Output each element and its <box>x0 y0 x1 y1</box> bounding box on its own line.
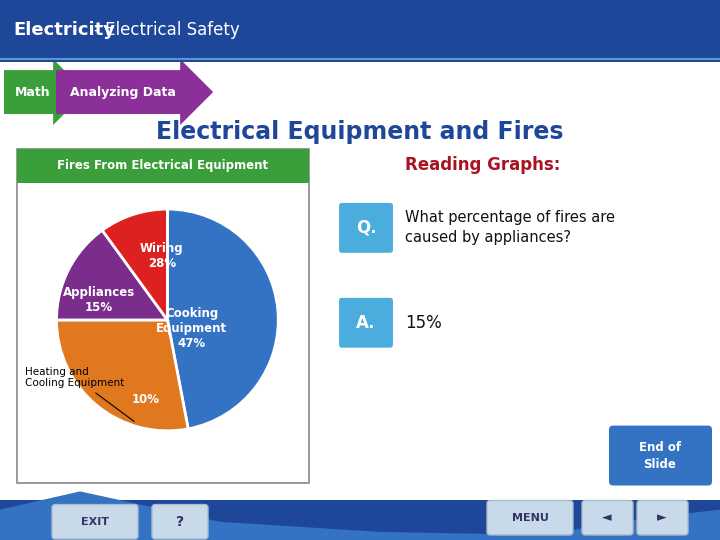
FancyBboxPatch shape <box>152 504 208 539</box>
Text: Q.: Q. <box>356 219 377 237</box>
Text: ◄: ◄ <box>602 511 612 524</box>
Wedge shape <box>57 320 188 431</box>
Text: ►: ► <box>657 511 667 524</box>
Wedge shape <box>57 230 167 320</box>
Text: MENU: MENU <box>512 512 549 523</box>
Text: - Electrical Safety: - Electrical Safety <box>94 21 239 39</box>
Text: Wiring
28%: Wiring 28% <box>140 241 184 269</box>
Text: EXIT: EXIT <box>81 517 109 527</box>
FancyBboxPatch shape <box>338 297 394 349</box>
FancyBboxPatch shape <box>609 426 712 485</box>
Text: Cooking
Equipment
47%: Cooking Equipment 47% <box>156 307 228 350</box>
Text: 10%: 10% <box>131 393 159 406</box>
FancyBboxPatch shape <box>582 501 633 535</box>
FancyBboxPatch shape <box>487 501 573 535</box>
Text: ?: ? <box>176 515 184 529</box>
FancyBboxPatch shape <box>4 59 86 125</box>
FancyBboxPatch shape <box>17 149 309 483</box>
Text: Analyzing Data: Analyzing Data <box>70 85 176 99</box>
FancyBboxPatch shape <box>52 504 138 539</box>
Text: Appliances
15%: Appliances 15% <box>63 286 135 314</box>
Text: Electrical Equipment and Fires: Electrical Equipment and Fires <box>156 120 564 144</box>
Text: 15%: 15% <box>405 314 442 332</box>
Text: Heating and
Cooling Equipment: Heating and Cooling Equipment <box>25 367 134 421</box>
FancyBboxPatch shape <box>0 56 720 505</box>
Text: Fires From Electrical Equipment: Fires From Electrical Equipment <box>58 159 269 172</box>
Text: Math: Math <box>15 85 51 99</box>
FancyBboxPatch shape <box>637 501 688 535</box>
Text: What percentage of fires are
caused by appliances?: What percentage of fires are caused by a… <box>405 211 615 245</box>
Text: Electricity: Electricity <box>13 21 115 39</box>
Wedge shape <box>167 209 278 429</box>
Polygon shape <box>0 491 720 540</box>
Text: A.: A. <box>356 314 376 332</box>
FancyBboxPatch shape <box>17 149 309 183</box>
Text: Reading Graphs:: Reading Graphs: <box>405 156 560 174</box>
Wedge shape <box>102 209 168 320</box>
Text: End of
Slide: End of Slide <box>639 441 681 470</box>
FancyBboxPatch shape <box>56 59 213 125</box>
FancyBboxPatch shape <box>338 202 394 254</box>
